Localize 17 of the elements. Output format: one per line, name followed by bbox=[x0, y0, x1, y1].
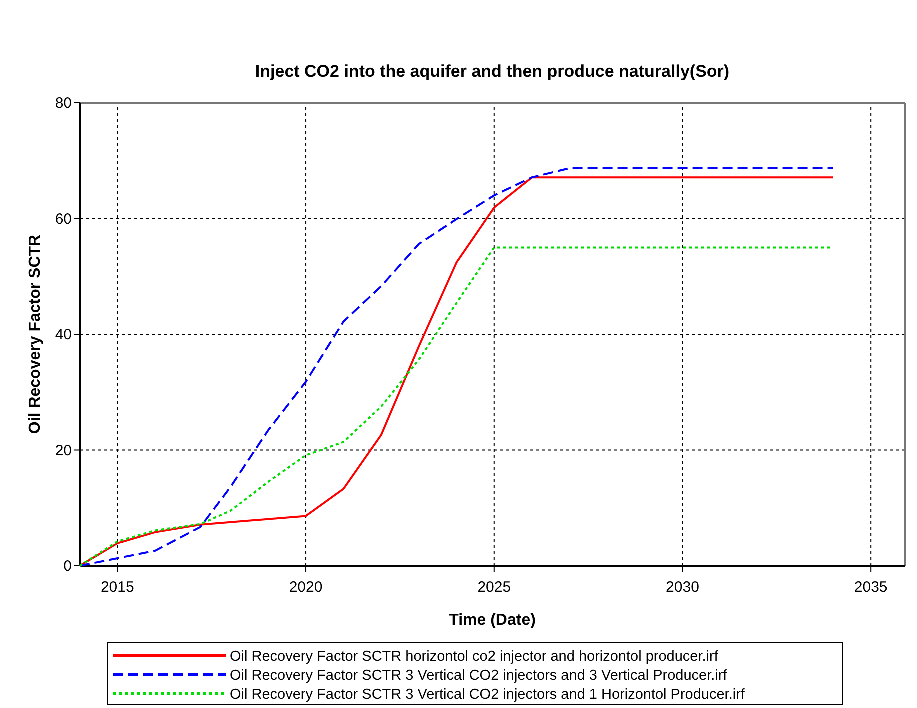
y-tick-label: 20 bbox=[55, 442, 72, 460]
x-tick-label: 2030 bbox=[666, 579, 700, 596]
legend-label: Oil Recovery Factor SCTR 3 Vertical CO2 injectors and 3 Vertical Producer.irf bbox=[230, 668, 728, 684]
y-axis-title: Oil Recovery Factor SCTR bbox=[27, 234, 44, 434]
chart-title: Inject CO2 into the aquifer and then produce naturally(Sor) bbox=[255, 62, 730, 81]
line-series bbox=[79, 246, 834, 567]
legend-label: Oil Recovery Factor SCTR horizontol co2 injector and horizontol producer.irf bbox=[230, 649, 720, 665]
y-tick-label: 60 bbox=[55, 210, 72, 228]
legend-label: Oil Recovery Factor SCTR 3 Vertical CO2 injectors and 1 Horizontol Producer.irf bbox=[230, 687, 746, 703]
y-tick-label: 80 bbox=[55, 95, 72, 112]
x-axis-title: Time (Date) bbox=[449, 612, 536, 629]
y-tick-label: 40 bbox=[55, 326, 72, 344]
x-tick-label: 2025 bbox=[478, 579, 512, 596]
x-tick-label: 2035 bbox=[854, 579, 888, 596]
y-tick-label: 0 bbox=[64, 558, 72, 575]
x-tick-label: 2020 bbox=[289, 579, 323, 596]
x-tick-label: 2015 bbox=[100, 579, 134, 596]
